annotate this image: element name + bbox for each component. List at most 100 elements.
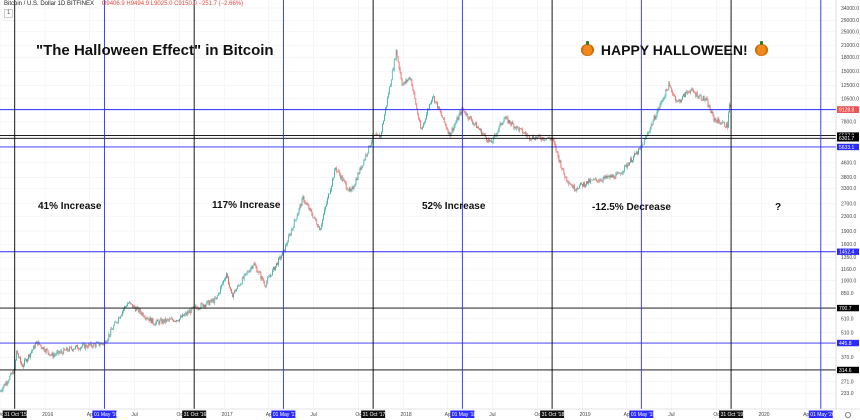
candle-body xyxy=(274,267,275,271)
candle-body xyxy=(617,173,619,174)
candle-body xyxy=(346,188,348,190)
candle-body xyxy=(156,319,158,323)
time-tick-label: 2019 xyxy=(580,412,591,418)
candle-body xyxy=(43,347,45,351)
candle-body xyxy=(15,360,17,369)
candle-body xyxy=(357,173,359,180)
candle-body xyxy=(157,319,159,322)
candle-body xyxy=(133,305,134,308)
candle-body xyxy=(481,129,482,135)
candle-body xyxy=(100,343,102,345)
candle-body xyxy=(285,244,287,246)
time-axis-bg xyxy=(0,409,860,420)
candle-body xyxy=(120,316,121,319)
candle-body xyxy=(536,136,537,139)
candle-body xyxy=(340,176,342,179)
candle-body xyxy=(293,220,295,228)
candle-body xyxy=(694,93,696,96)
candle-body xyxy=(205,304,207,307)
candle-body xyxy=(286,242,288,245)
date-tag xyxy=(271,410,296,418)
candle-body xyxy=(576,188,577,191)
price-tick-label: 1160.0 xyxy=(841,267,856,273)
time-tick-label: Oct xyxy=(0,412,5,418)
candle-body xyxy=(666,89,668,90)
candle-body xyxy=(696,92,698,98)
candle-body xyxy=(634,153,635,157)
candle-body xyxy=(724,122,726,127)
candle-body xyxy=(543,139,545,141)
candle-body xyxy=(111,329,113,330)
candle-body xyxy=(596,180,598,182)
candle-body xyxy=(382,124,383,132)
candle-body xyxy=(591,179,593,181)
candle-body xyxy=(243,274,245,279)
time-tick-label: 2017 xyxy=(222,412,233,418)
candle-body xyxy=(488,139,490,142)
candle-body xyxy=(84,344,86,349)
candle-body xyxy=(396,50,398,58)
price-tick-label: 21000.0 xyxy=(841,43,859,49)
candle-body xyxy=(654,116,656,120)
candle-body xyxy=(422,126,424,130)
candle-body xyxy=(288,234,290,237)
candle-body xyxy=(702,96,704,101)
candle-body xyxy=(47,350,49,353)
candle-body xyxy=(537,136,538,139)
candle-body xyxy=(366,154,368,156)
candle-body xyxy=(211,299,213,302)
candle-body xyxy=(458,114,460,120)
candle-body xyxy=(321,224,323,229)
candle-body xyxy=(264,282,266,286)
candle-body xyxy=(27,359,28,362)
candle-body xyxy=(218,293,220,296)
price-tick-label: 3800.0 xyxy=(841,175,857,181)
candle-body xyxy=(432,96,433,101)
candle-body xyxy=(677,100,678,102)
candle-body xyxy=(555,145,557,152)
candle-body xyxy=(526,134,527,136)
candle-body xyxy=(711,111,713,114)
candle-body xyxy=(177,320,178,321)
candle-body xyxy=(580,182,581,186)
candle-body xyxy=(548,136,550,139)
candle-body xyxy=(155,322,157,325)
candle-body xyxy=(380,135,381,138)
candle-body xyxy=(619,172,621,174)
candle-body xyxy=(224,279,225,281)
candle-body xyxy=(448,132,450,135)
candle-body xyxy=(435,101,436,103)
candle-body xyxy=(213,299,215,303)
candle-body xyxy=(24,359,25,366)
candle-body xyxy=(489,140,491,142)
candle-body xyxy=(675,95,677,101)
candle-body xyxy=(446,128,448,131)
candle-body xyxy=(387,94,389,98)
interval-chip[interactable]: 1 xyxy=(4,9,14,18)
price-tick-label: 370.0 xyxy=(841,355,854,361)
candle-body xyxy=(343,179,345,181)
period1-label: 41% Increase xyxy=(38,201,102,212)
candle-body xyxy=(400,72,402,79)
candle-body xyxy=(550,138,552,140)
candle-body xyxy=(226,273,227,278)
candle-body xyxy=(326,203,327,207)
candle-body xyxy=(712,111,714,116)
candle-body xyxy=(97,342,99,343)
candle-body xyxy=(590,179,592,181)
candle-body xyxy=(569,183,571,185)
candle-body xyxy=(573,185,575,189)
settings-gear-icon[interactable] xyxy=(845,411,852,418)
candle-body xyxy=(574,185,576,191)
candle-body xyxy=(385,108,386,115)
candle-body xyxy=(683,93,684,96)
candle-body xyxy=(109,334,111,336)
candle-body xyxy=(135,307,137,311)
price-tick-label: 271.0 xyxy=(841,379,854,385)
price-tick-label: 10500.0 xyxy=(841,97,859,103)
candle-body xyxy=(29,354,30,358)
candle-body xyxy=(687,91,688,93)
candle-body xyxy=(721,123,723,125)
candle-body xyxy=(519,128,521,131)
